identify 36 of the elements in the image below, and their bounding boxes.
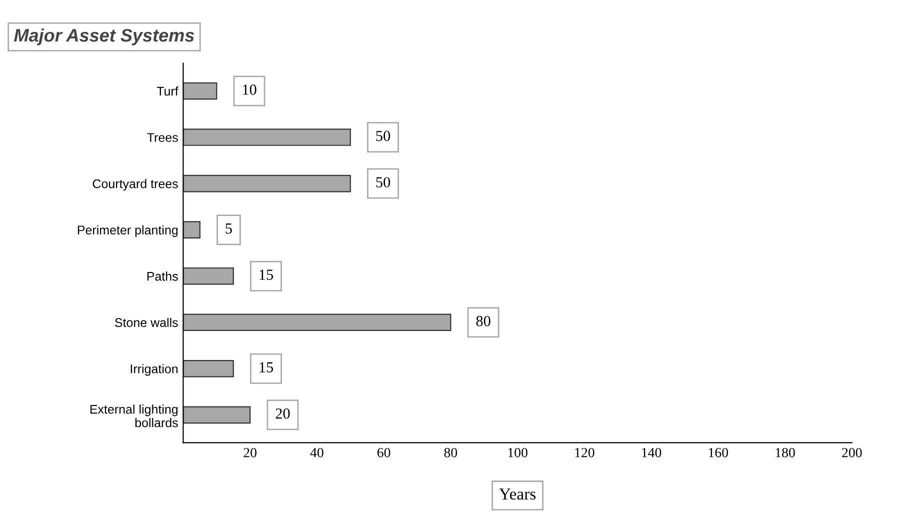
x-tick-label: 40 (310, 448, 324, 458)
chart-title: Major Asset Systems (14, 28, 194, 46)
x-axis-title: Years (499, 488, 536, 500)
y-tick-label: Turf (156, 86, 178, 96)
data-label: 15 (260, 270, 274, 280)
bar (183, 221, 200, 238)
x-tick-label: 200 (842, 448, 862, 458)
y-tick-label: Trees (147, 133, 178, 142)
x-tick-label: 100 (508, 448, 528, 458)
bar (183, 314, 452, 332)
data-label: 10 (242, 84, 256, 95)
bar (183, 174, 351, 192)
x-tick-label: 140 (642, 448, 662, 458)
data-label: 5 (226, 223, 232, 234)
y-tick-label: Perimeter planting (78, 225, 178, 237)
data-label: 50 (376, 130, 390, 142)
bar (183, 360, 234, 378)
bar (183, 128, 351, 146)
x-tick-label: 20 (244, 448, 256, 458)
y-tick-label: Paths (147, 272, 178, 281)
y-tick-label: Irrigation (130, 364, 178, 376)
x-tick-label: 80 (444, 448, 458, 458)
data-label: 50 (376, 177, 390, 188)
y-tick-label: External lighting bollards (90, 404, 178, 428)
data-label: 15 (260, 362, 274, 372)
x-tick-label: 180 (776, 448, 795, 458)
data-label: 20 (276, 408, 290, 419)
y-tick-label: Courtyard trees (92, 179, 178, 191)
data-label: 80 (476, 316, 490, 326)
x-tick-label: 60 (377, 448, 390, 458)
x-tick-label: 120 (575, 448, 594, 458)
bar (183, 82, 218, 100)
bar (183, 267, 234, 285)
x-tick-label: 160 (708, 448, 728, 458)
bar (183, 406, 251, 424)
y-tick-label: Stone walls (114, 318, 178, 328)
